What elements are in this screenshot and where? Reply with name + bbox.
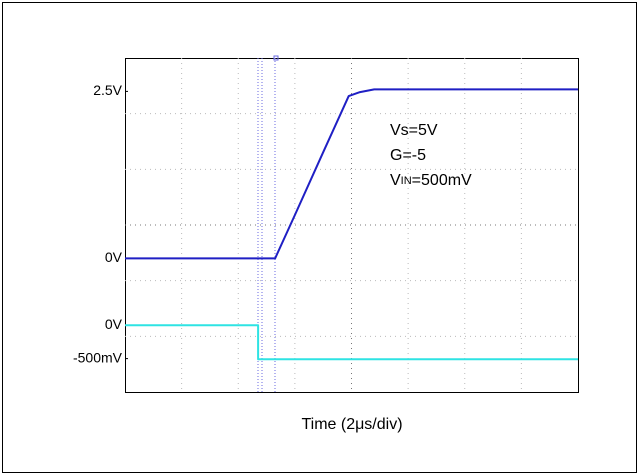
y-tick-label: 0V — [105, 249, 123, 265]
y2-tick-label: -500mV — [73, 349, 123, 365]
trace — [125, 88, 578, 260]
annotation-part: V — [390, 172, 401, 189]
annotation: VIN=500mV — [390, 172, 472, 189]
trace — [125, 324, 578, 361]
cursor-marker — [273, 55, 279, 61]
annotation: G=-5 — [390, 147, 426, 164]
y-tick-label: 2.5V — [93, 82, 122, 98]
x-axis-label: Time (2μs/div) — [301, 416, 402, 433]
graticule — [125, 58, 578, 392]
annotation-part: =500mV — [412, 172, 472, 189]
y2-tick-label: 0V — [105, 316, 123, 332]
annotation: Vs=5V — [390, 122, 438, 139]
annotation-sub: IN — [401, 175, 412, 187]
